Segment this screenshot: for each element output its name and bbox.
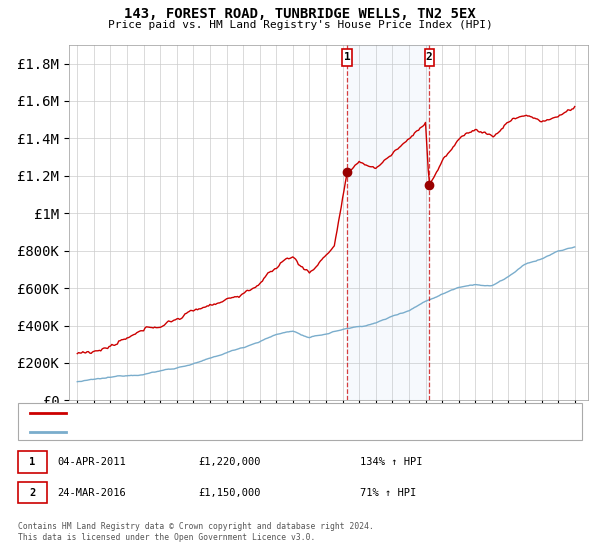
Text: 1: 1 xyxy=(29,457,35,467)
Bar xyxy=(347,45,429,400)
Text: 04-APR-2011: 04-APR-2011 xyxy=(57,457,126,467)
Text: Price paid vs. HM Land Registry's House Price Index (HPI): Price paid vs. HM Land Registry's House … xyxy=(107,20,493,30)
Text: 134% ↑ HPI: 134% ↑ HPI xyxy=(360,457,422,467)
Text: This data is licensed under the Open Government Licence v3.0.: This data is licensed under the Open Gov… xyxy=(18,533,316,542)
Bar xyxy=(425,49,434,66)
Text: 24-MAR-2016: 24-MAR-2016 xyxy=(57,488,126,498)
Text: HPI: Average price, detached house, Tunbridge Wells: HPI: Average price, detached house, Tunb… xyxy=(72,427,346,436)
Text: 71% ↑ HPI: 71% ↑ HPI xyxy=(360,488,416,498)
Text: 1: 1 xyxy=(344,53,350,62)
Text: £1,150,000: £1,150,000 xyxy=(198,488,260,498)
Text: 2: 2 xyxy=(29,488,35,498)
Text: 143, FOREST ROAD, TUNBRIDGE WELLS, TN2 5EX: 143, FOREST ROAD, TUNBRIDGE WELLS, TN2 5… xyxy=(124,7,476,21)
Text: 143, FOREST ROAD, TUNBRIDGE WELLS, TN2 5EX (detached house): 143, FOREST ROAD, TUNBRIDGE WELLS, TN2 5… xyxy=(72,409,389,418)
Text: 2: 2 xyxy=(426,53,433,62)
Text: Contains HM Land Registry data © Crown copyright and database right 2024.: Contains HM Land Registry data © Crown c… xyxy=(18,522,374,531)
Text: £1,220,000: £1,220,000 xyxy=(198,457,260,467)
Bar xyxy=(343,49,352,66)
